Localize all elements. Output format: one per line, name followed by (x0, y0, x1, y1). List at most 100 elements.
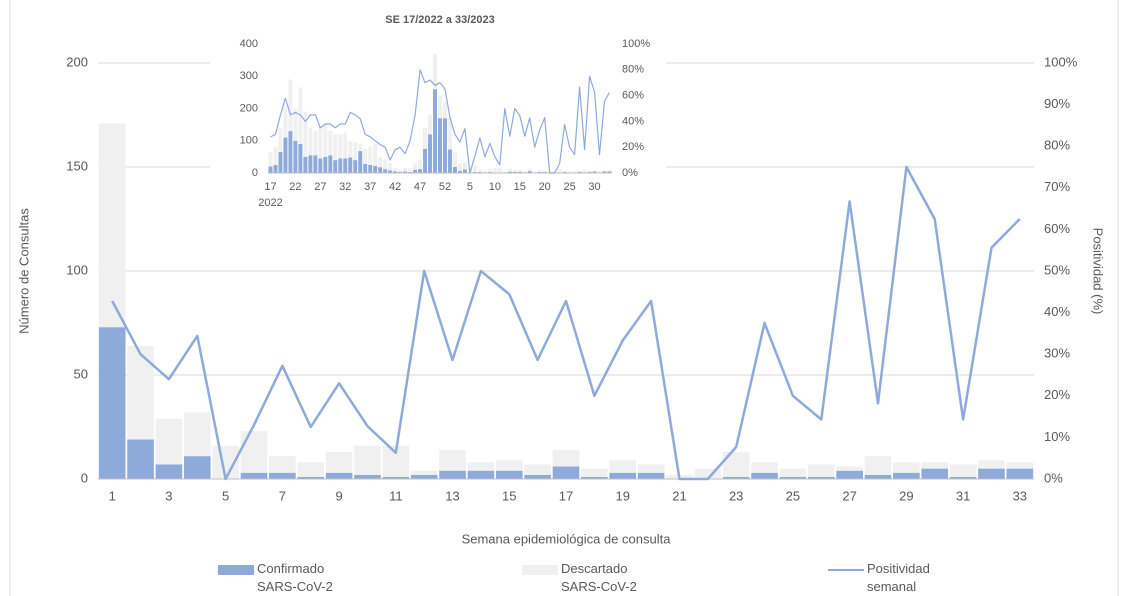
y-tick-label: 100 (240, 135, 258, 147)
bar (921, 468, 949, 479)
bar (333, 160, 338, 173)
x-tick-label: 31 (956, 488, 970, 503)
bar (562, 170, 567, 173)
bar (183, 412, 211, 457)
bar (607, 170, 612, 172)
y2-tick-label: 60% (622, 90, 644, 102)
bar (457, 170, 462, 173)
bar (348, 157, 353, 173)
bar (288, 131, 293, 173)
y2-tick-label: 60% (1044, 221, 1070, 236)
legend-swatch (522, 565, 558, 575)
bar (308, 155, 313, 173)
x-tick-label: 15 (514, 181, 526, 193)
bar (358, 143, 363, 152)
bar (348, 140, 353, 158)
bar (751, 472, 778, 479)
bar (410, 470, 438, 475)
x-tick-label: 7 (279, 488, 286, 503)
bar (517, 171, 522, 173)
bar (98, 123, 126, 328)
y-tick-label: 200 (66, 54, 88, 69)
bar (338, 134, 343, 159)
y2-tick-label: 100% (622, 38, 650, 50)
bar (438, 95, 442, 119)
chart-title: SE 17/2022 a 33/2023 (385, 14, 494, 26)
bar (273, 164, 278, 173)
bar (413, 163, 418, 170)
bar (452, 152, 457, 167)
bar (457, 163, 462, 171)
bar (283, 108, 288, 138)
bar (637, 472, 665, 479)
bar (155, 418, 183, 465)
x-tick-label: 27 (314, 181, 326, 193)
bar (313, 131, 318, 156)
x-tick-label: 47 (414, 181, 426, 193)
bar (1006, 468, 1034, 479)
x-tick-label: 27 (842, 488, 856, 503)
bar (532, 171, 537, 173)
x-tick-label: 5 (467, 181, 473, 193)
y-tick-label: 100 (66, 262, 88, 277)
bar (477, 169, 482, 173)
x-sublabel: 2022 (258, 197, 282, 209)
bar (807, 476, 835, 479)
y-tick-label: 0 (252, 167, 258, 179)
bar (388, 163, 393, 171)
bar (587, 170, 592, 173)
bar (368, 164, 373, 173)
x-tick-label: 25 (563, 181, 575, 193)
bar (283, 137, 288, 173)
x-tick-label: 21 (672, 488, 686, 503)
bar (439, 470, 466, 479)
bar (439, 449, 466, 471)
bar (403, 171, 408, 173)
x-tick-label: 33 (1013, 488, 1027, 503)
bar (382, 476, 410, 479)
bar (98, 327, 126, 479)
bar (155, 464, 183, 479)
bar (527, 171, 532, 173)
x-tick-label: 22 (289, 181, 301, 193)
bar (751, 462, 778, 473)
y-tick-label: 0 (81, 470, 88, 485)
bar (325, 451, 353, 473)
bar (467, 470, 495, 479)
y-tick-label: 400 (240, 38, 258, 50)
x-tick-label: 20 (539, 181, 551, 193)
bar (268, 152, 273, 167)
bar (240, 472, 268, 479)
bar (552, 449, 580, 467)
bar (318, 127, 323, 159)
x-tick-label: 1 (109, 488, 116, 503)
bar (358, 151, 363, 173)
bar (423, 127, 428, 149)
y2-tick-label: 50% (1044, 262, 1070, 277)
x-tick-label: 17 (559, 488, 573, 503)
line-series (270, 69, 611, 174)
bar (313, 155, 318, 173)
bar (462, 162, 467, 170)
bar (373, 165, 378, 173)
bar (978, 468, 1005, 479)
bar (354, 445, 381, 475)
y2-tick-label: 20% (1044, 387, 1070, 402)
bar (338, 158, 343, 173)
bar (893, 462, 920, 473)
bar (268, 166, 273, 173)
x-tick-label: 10 (489, 181, 501, 193)
bar (298, 143, 303, 173)
bar (497, 167, 502, 173)
bar (512, 170, 517, 172)
chart-frame (9, 0, 1119, 596)
bar (328, 155, 333, 173)
bar (278, 152, 283, 173)
bar (343, 158, 348, 173)
bar (333, 134, 338, 161)
legend-label: Confirmado SARS-CoV-2 (257, 561, 333, 594)
bar (602, 171, 607, 173)
bar (410, 474, 438, 479)
